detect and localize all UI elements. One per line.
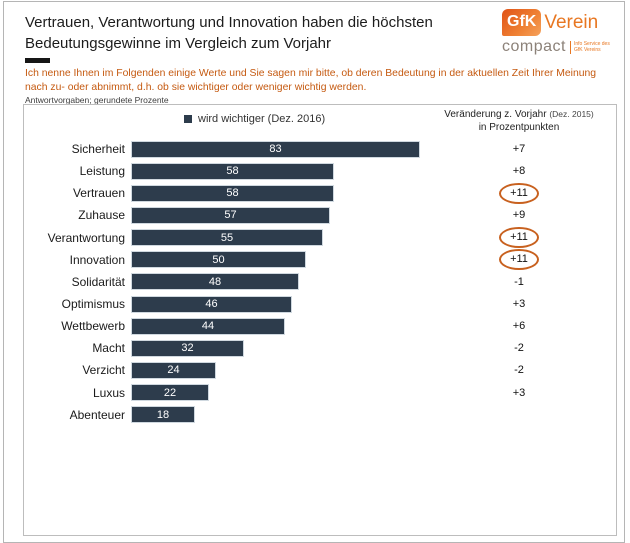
bar-value-label: 46 bbox=[205, 298, 218, 311]
change-column-header-line1: Veränderung z. Vorjahr (Dez. 2015) bbox=[424, 108, 614, 121]
highlight-ellipse-icon: +11 bbox=[499, 249, 539, 271]
category-label: Zuhause bbox=[78, 208, 125, 223]
chart-row: Zuhause 57 +9 bbox=[24, 204, 616, 226]
value-bar: 50 bbox=[132, 252, 305, 268]
value-bar: 48 bbox=[132, 274, 298, 290]
survey-question-text: Ich nenne Ihnen im Folgenden einige Wert… bbox=[25, 68, 597, 93]
value-bar: 58 bbox=[132, 163, 333, 179]
change-header-paren: (Dez. 2015) bbox=[549, 109, 594, 119]
change-value: +3 bbox=[512, 298, 526, 311]
slide: Vertrauen, Verantwortung und Innovation … bbox=[3, 1, 625, 543]
value-bar: 55 bbox=[132, 230, 322, 246]
change-value: +9 bbox=[512, 209, 526, 222]
change-value: +11 bbox=[424, 249, 614, 271]
gfk-logo-icon: GfK bbox=[502, 9, 542, 36]
change-value: +11 bbox=[424, 227, 614, 249]
change-header-main: Veränderung z. Vorjahr bbox=[444, 109, 547, 120]
bar-value-label: 50 bbox=[212, 253, 225, 266]
value-bar: 22 bbox=[132, 385, 208, 401]
category-label: Optimismus bbox=[61, 297, 125, 312]
highlight-ellipse-icon: +11 bbox=[499, 227, 539, 249]
footnote: Antwortvorgaben; gerundete Prozente bbox=[25, 95, 169, 105]
change-value: +7 bbox=[512, 143, 526, 156]
value-bar: 46 bbox=[132, 296, 291, 312]
category-label: Verantwortung bbox=[47, 230, 125, 245]
category-label: Luxus bbox=[92, 385, 125, 400]
value-bar: 83 bbox=[132, 141, 419, 157]
bar-value-label: 58 bbox=[226, 165, 239, 178]
category-label: Verzicht bbox=[82, 363, 125, 378]
chart-row: Solidarität 48 -1 bbox=[24, 271, 616, 293]
bar-value-label: 32 bbox=[181, 342, 194, 355]
title-underline-dash bbox=[25, 58, 50, 63]
category-label: Leistung bbox=[79, 164, 125, 179]
gfk-logo-text: GfK bbox=[507, 13, 537, 30]
category-label: Wettbewerb bbox=[61, 319, 125, 334]
logo-compact-text: compact bbox=[502, 38, 566, 55]
legend-label: wird wichtiger (Dez. 2016) bbox=[198, 113, 326, 125]
bar-value-label: 22 bbox=[163, 386, 177, 399]
category-label: Vertrauen bbox=[72, 186, 125, 201]
page-title: Vertrauen, Verantwortung und Innovation … bbox=[25, 14, 433, 53]
chart-row: Luxus 22 +3 bbox=[24, 382, 616, 404]
logo-top-row: GfK Verein bbox=[502, 9, 620, 36]
logo-separator bbox=[569, 40, 571, 54]
bar-value-label: 57 bbox=[224, 209, 237, 222]
value-bar: 58 bbox=[132, 185, 333, 201]
change-column-header-line2: in Prozentpunkten bbox=[478, 122, 560, 133]
chart-row: Leistung 58 +8 bbox=[24, 160, 616, 182]
gfk-compact-logo: GfK Verein compact Info Service des GfK … bbox=[502, 9, 620, 56]
chart-rows: Sicherheit 83 +7 Leistung 58 +8 Vertrauen 58 +11… bbox=[24, 138, 616, 426]
value-bar: 18 bbox=[132, 407, 194, 423]
highlight-ellipse-icon: +11 bbox=[499, 182, 539, 204]
change-value: -1 bbox=[514, 275, 524, 288]
bar-value-label: 18 bbox=[156, 408, 170, 421]
logo-tagline-line1: Info Service des bbox=[573, 40, 610, 47]
chart-row: Verantwortung 55 +11 bbox=[24, 227, 616, 249]
screenshot-root: { "slide": { "title": "Vertrauen, Verant… bbox=[3, 1, 625, 543]
change-value: -2 bbox=[514, 364, 524, 377]
chart-row: Sicherheit 83 +7 bbox=[24, 138, 616, 160]
change-value: +3 bbox=[512, 386, 526, 399]
bar-value-label: 55 bbox=[220, 231, 234, 244]
chart-row: Optimismus 46 +3 bbox=[24, 293, 616, 315]
bar-value-label: 58 bbox=[226, 187, 239, 200]
change-value: +11 bbox=[424, 182, 614, 204]
logo-tagline: Info Service des GfK Vereins bbox=[574, 41, 610, 54]
category-label: Macht bbox=[92, 341, 125, 356]
category-label: Solidarität bbox=[71, 274, 125, 289]
change-value: +6 bbox=[512, 320, 526, 333]
bar-value-label: 83 bbox=[269, 143, 282, 156]
logo-bottom-row: compact Info Service des GfK Vereins bbox=[502, 38, 620, 56]
chart-row: Innovation 50 +11 bbox=[24, 249, 616, 271]
chart-panel: wird wichtiger (Dez. 2016) Veränderung z… bbox=[23, 104, 617, 536]
value-bar: 24 bbox=[132, 362, 215, 378]
chart-row: Verzicht 24 -2 bbox=[24, 359, 616, 381]
chart-legend: wird wichtiger (Dez. 2016) bbox=[184, 113, 325, 125]
logo-tagline-line2: GfK Vereins bbox=[573, 47, 601, 53]
chart-row: Macht 32 -2 bbox=[24, 337, 616, 359]
change-column-header: Veränderung z. Vorjahr (Dez. 2015) in Pr… bbox=[424, 108, 614, 134]
logo-verein-text: Verein bbox=[544, 11, 599, 33]
category-label: Sicherheit bbox=[71, 142, 125, 157]
category-label: Abenteuer bbox=[69, 407, 125, 422]
category-label: Innovation bbox=[69, 252, 125, 267]
chart-row: Vertrauen 58 +11 bbox=[24, 182, 616, 204]
change-value: -2 bbox=[514, 342, 524, 355]
value-bar: 57 bbox=[132, 207, 329, 223]
bar-value-label: 44 bbox=[201, 320, 215, 333]
chart-row: Abenteuer 18 bbox=[24, 404, 616, 426]
value-bar: 32 bbox=[132, 340, 243, 356]
legend-swatch-icon bbox=[184, 115, 192, 123]
chart-row: Wettbewerb 44 +6 bbox=[24, 315, 616, 337]
bar-value-label: 48 bbox=[208, 275, 222, 288]
value-bar: 44 bbox=[132, 318, 284, 334]
bar-value-label: 24 bbox=[167, 364, 180, 377]
change-value: +8 bbox=[512, 165, 526, 178]
